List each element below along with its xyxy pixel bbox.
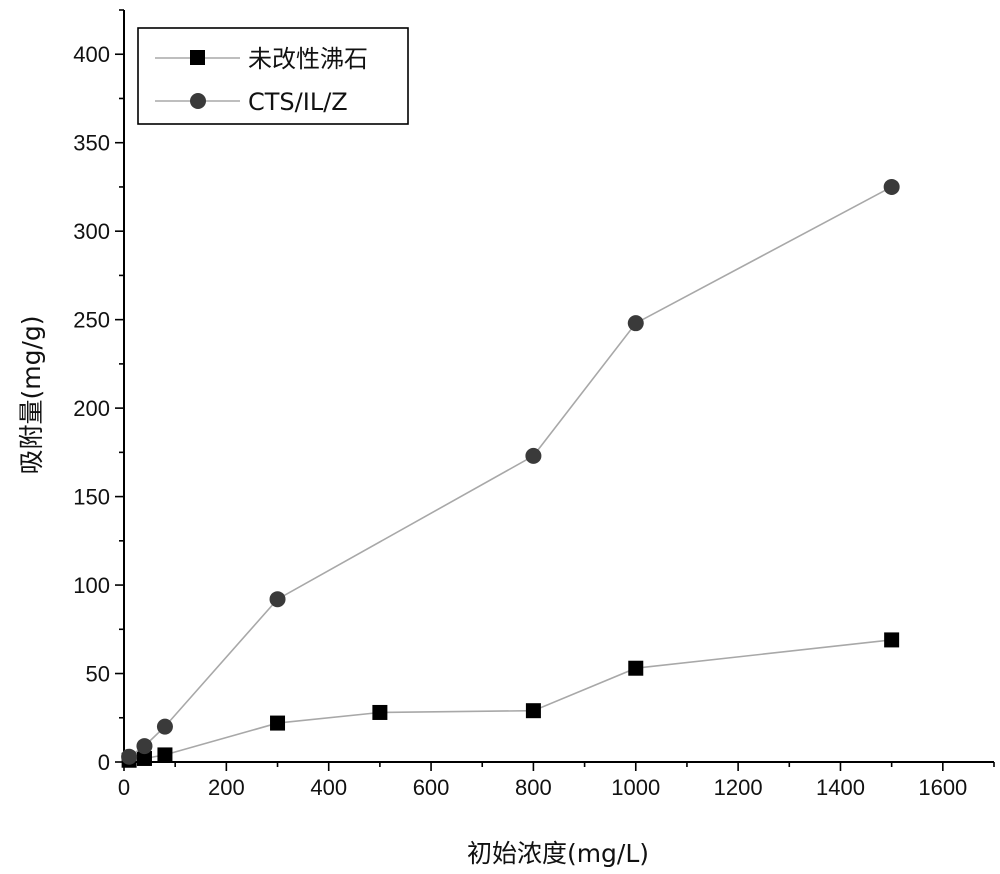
x-tick-label: 800 <box>515 775 552 800</box>
data-point <box>270 715 286 731</box>
x-tick-label: 1000 <box>611 775 660 800</box>
data-point <box>372 704 388 720</box>
legend: 未改性沸石 CTS/IL/Z <box>137 27 409 125</box>
data-point <box>269 591 286 608</box>
data-point <box>136 750 152 766</box>
series-line-0 <box>129 639 892 761</box>
data-point <box>884 632 900 648</box>
legend-label-0: 未改性沸石 <box>248 45 368 73</box>
plot-area <box>121 178 900 768</box>
x-tick-label: 1200 <box>714 775 763 800</box>
y-axis-label: 吸附量(mg/g) <box>17 315 46 474</box>
x-tick-label: 200 <box>208 775 245 800</box>
data-point <box>627 315 644 332</box>
x-tick-label: 1600 <box>918 775 967 800</box>
y-tick-label: 200 <box>73 396 110 421</box>
y-tick-label: 50 <box>86 662 110 687</box>
y-tick-label: 100 <box>73 573 110 598</box>
y-tick-label: 250 <box>73 308 110 333</box>
legend-label-1: CTS/IL/Z <box>248 88 348 116</box>
x-tick-label: 1400 <box>816 775 865 800</box>
x-tick-label: 0 <box>118 775 130 800</box>
y-tick-label: 300 <box>73 219 110 244</box>
data-point <box>883 178 900 195</box>
y-tick-label: 350 <box>73 131 110 156</box>
data-point <box>136 738 153 755</box>
y-tick-label: 400 <box>73 42 110 67</box>
legend-marker-1 <box>190 93 206 109</box>
data-point <box>157 747 173 763</box>
data-point <box>525 447 542 464</box>
data-point <box>121 748 138 765</box>
data-point <box>525 703 541 719</box>
data-point <box>628 660 644 676</box>
x-axis-label: 初始浓度(mg/L) <box>467 839 649 868</box>
data-point <box>156 718 173 735</box>
y-tick-label: 150 <box>73 485 110 510</box>
y-tick-label: 0 <box>98 750 110 775</box>
axes: 0 200 400 600 800 1000 1200 1400 1600 0 50 100 150 20… <box>73 9 995 800</box>
legend-box <box>137 27 409 125</box>
x-tick-label: 600 <box>413 775 450 800</box>
legend-marker-0 <box>190 50 205 65</box>
x-tick-label: 400 <box>310 775 347 800</box>
series-line-1 <box>128 186 892 758</box>
